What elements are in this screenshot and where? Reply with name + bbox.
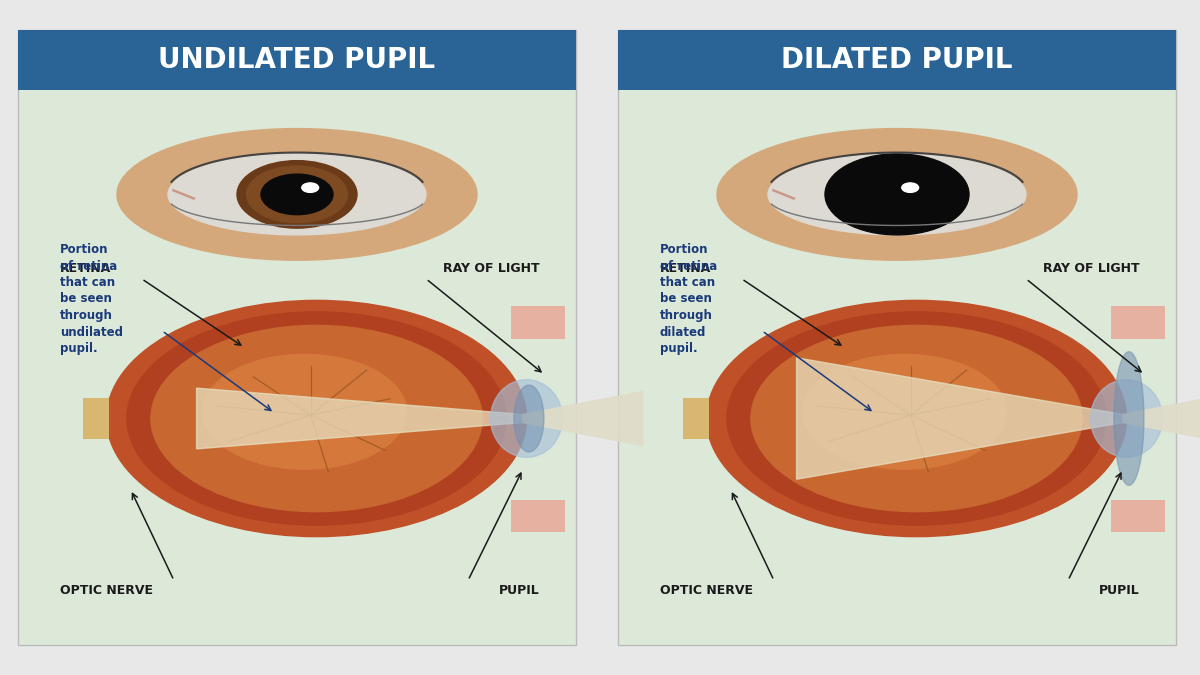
Ellipse shape: [1091, 379, 1163, 458]
Polygon shape: [197, 388, 523, 449]
Text: DILATED PUPIL: DILATED PUPIL: [781, 46, 1013, 74]
Circle shape: [238, 161, 358, 228]
Ellipse shape: [514, 385, 544, 452]
Circle shape: [127, 312, 506, 525]
FancyBboxPatch shape: [618, 30, 1176, 645]
Circle shape: [727, 312, 1106, 525]
Text: RETINA: RETINA: [660, 262, 712, 275]
Text: PUPIL: PUPIL: [1099, 584, 1140, 597]
FancyBboxPatch shape: [18, 30, 576, 645]
Circle shape: [826, 154, 970, 235]
FancyBboxPatch shape: [18, 30, 576, 90]
Polygon shape: [1123, 392, 1200, 446]
Text: RAY OF LIGHT: RAY OF LIGHT: [443, 262, 540, 275]
Text: RETINA: RETINA: [60, 262, 112, 275]
Text: UNDILATED PUPIL: UNDILATED PUPIL: [158, 46, 436, 74]
Circle shape: [262, 174, 334, 215]
Ellipse shape: [118, 128, 478, 260]
Circle shape: [838, 161, 958, 228]
FancyBboxPatch shape: [83, 398, 109, 439]
Circle shape: [302, 183, 319, 192]
Circle shape: [247, 166, 348, 223]
Circle shape: [707, 300, 1127, 537]
Polygon shape: [797, 358, 1123, 479]
Circle shape: [151, 325, 482, 512]
Circle shape: [751, 325, 1082, 512]
Text: OPTIC NERVE: OPTIC NERVE: [60, 584, 154, 597]
Text: Portion
of retina
that can
be seen
through
undilated
pupil.: Portion of retina that can be seen throu…: [60, 243, 124, 355]
Polygon shape: [523, 392, 643, 446]
Ellipse shape: [1114, 352, 1144, 485]
FancyBboxPatch shape: [1111, 306, 1165, 339]
Ellipse shape: [768, 154, 1026, 235]
FancyBboxPatch shape: [618, 30, 1176, 90]
FancyBboxPatch shape: [1111, 500, 1165, 532]
Circle shape: [847, 166, 948, 223]
Text: RAY OF LIGHT: RAY OF LIGHT: [1043, 262, 1140, 275]
Circle shape: [107, 300, 527, 537]
Circle shape: [902, 183, 919, 192]
Text: PUPIL: PUPIL: [499, 584, 540, 597]
Circle shape: [203, 354, 407, 469]
FancyBboxPatch shape: [511, 500, 565, 532]
Ellipse shape: [718, 128, 1078, 260]
Text: OPTIC NERVE: OPTIC NERVE: [660, 584, 754, 597]
FancyBboxPatch shape: [683, 398, 709, 439]
FancyBboxPatch shape: [511, 306, 565, 339]
Ellipse shape: [168, 154, 426, 235]
Circle shape: [803, 354, 1007, 469]
Ellipse shape: [491, 379, 563, 458]
Text: Portion
of retina
that can
be seen
through
dilated
pupil.: Portion of retina that can be seen throu…: [660, 243, 718, 355]
